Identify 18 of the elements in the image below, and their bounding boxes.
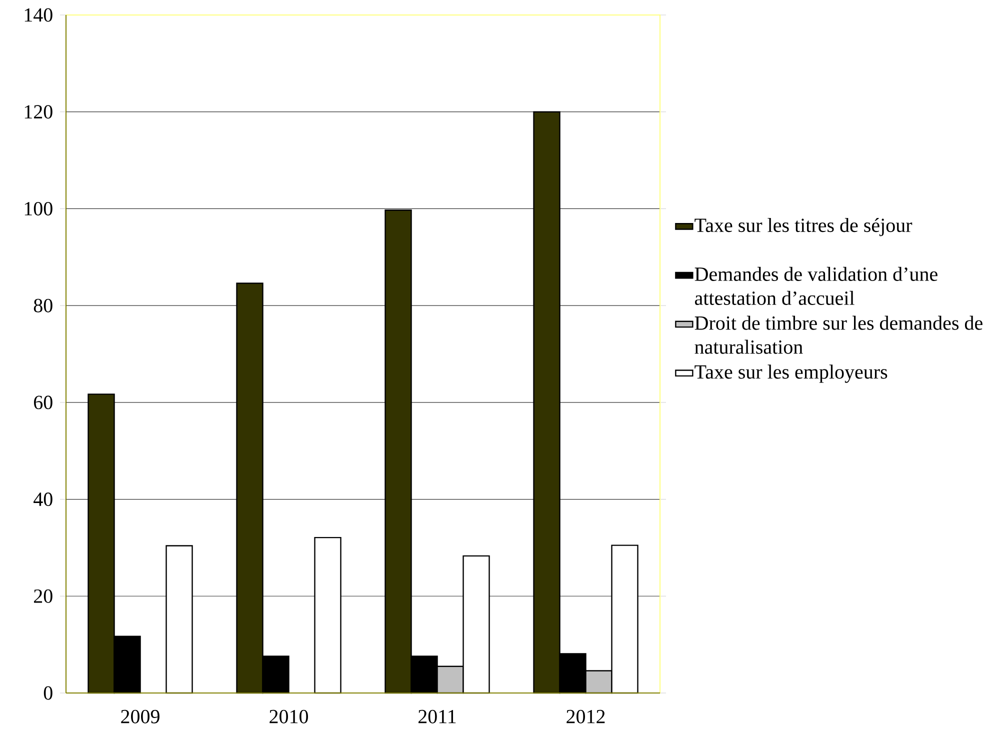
legend-label: Droit de timbre sur les demandes de naturalisation [694, 316, 982, 354]
y-tick-label: 60 [34, 396, 52, 410]
x-tick-label: 2010 [270, 710, 308, 724]
bar [166, 545, 193, 694]
legend-label: Taxe sur les employeurs [694, 364, 888, 383]
y-tick-label: 140 [24, 8, 52, 22]
y-tick-label: 40 [34, 492, 52, 506]
y-tick-label: 100 [24, 202, 52, 216]
legend-label: Taxe sur les titres de séjour [694, 218, 912, 236]
bar [314, 536, 342, 694]
y-tick-label: 0 [44, 686, 52, 700]
legend-label: Demandes de validation d’une attestation d’accueil [694, 266, 938, 305]
x-tick-label: 2011 [418, 710, 456, 724]
x-tick-label: 2009 [121, 710, 160, 724]
y-tick-label: 120 [24, 105, 52, 119]
y-tick-label: 20 [34, 589, 52, 603]
y-tick-label: 80 [34, 298, 52, 312]
x-tick-label: 2012 [566, 710, 605, 724]
